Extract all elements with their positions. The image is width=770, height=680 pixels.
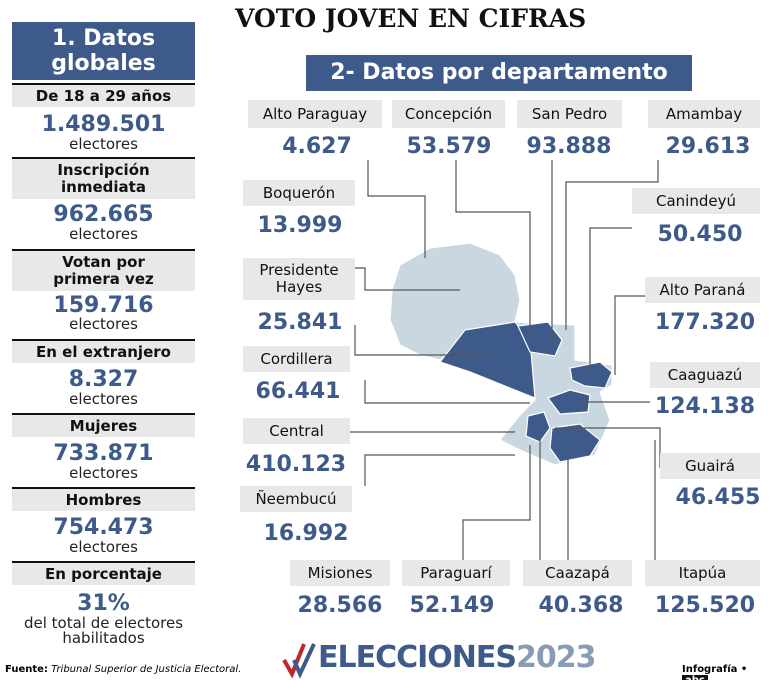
stat-label-box: Hombres: [12, 487, 195, 511]
department-label: Caazapá: [523, 560, 632, 586]
leader-line: [364, 454, 515, 486]
department-value: 53.579: [406, 134, 492, 159]
stat-unit: del total de electores habilitados: [23, 614, 184, 647]
stat-value: 159.716: [53, 293, 154, 318]
stat-label-box: Votan por primera vez: [12, 249, 195, 291]
department-value: 50.450: [657, 222, 743, 247]
department-label: Concepción: [392, 100, 505, 128]
department-label: Canindeyú: [632, 188, 760, 214]
stat-label-box: De 18 a 29 años: [12, 83, 195, 107]
stat-value: 733.871: [53, 441, 154, 466]
source-label: Fuente:: [5, 664, 48, 675]
department-label: Boquerón: [243, 180, 355, 206]
credit-text: Infografía •: [682, 664, 748, 675]
san-pedro-shape: [517, 321, 563, 357]
department-label: Alto Paraguay: [248, 100, 382, 128]
department-label: Paraguarí: [402, 560, 510, 586]
paraguay-map: [389, 242, 613, 466]
leader-line: [455, 160, 531, 330]
check-mark: [292, 643, 316, 679]
department-label: Alto Paraná: [645, 277, 760, 303]
department-value: 124.138: [654, 394, 756, 419]
department-label: Guairá: [660, 453, 760, 479]
leader-line: [565, 160, 659, 330]
title: VOTO JOVEN EN CIFRAS: [235, 4, 587, 33]
logo: abc: [682, 675, 708, 680]
check-mark: [282, 643, 306, 679]
stat-unit: electores: [69, 390, 138, 408]
brand-logo: [282, 643, 316, 679]
department-value: 4.627: [282, 134, 352, 159]
department-label: San Pedro: [517, 100, 622, 128]
department-value: 410.123: [245, 452, 347, 477]
source-text: Tribunal Superior de Justicia Electoral.: [51, 664, 242, 675]
stat-value: 8.327: [68, 367, 139, 392]
department-label: Central: [243, 418, 350, 444]
stat-unit: electores: [69, 135, 138, 153]
stat-label-box: Mujeres: [12, 413, 195, 437]
paraguari-shape: [525, 411, 551, 443]
department-label: Ñeembucú: [240, 486, 352, 512]
source: Fuente: Tribunal Superior de Justicia El…: [5, 664, 241, 675]
department-value: 40.368: [538, 593, 624, 618]
stat-value: 1.489.501: [41, 112, 166, 137]
global-heading: 1. Datos globales: [12, 22, 195, 80]
stat-unit: electores: [69, 538, 138, 556]
stat-unit: electores: [69, 315, 138, 333]
leader-line: [614, 295, 645, 375]
west-dark-department: [439, 321, 536, 399]
leader-line: [462, 445, 531, 560]
department-value: 16.992: [263, 521, 349, 546]
leader-line: [367, 160, 426, 258]
stat-label-box: En porcentaje: [12, 561, 195, 585]
stat-value: 962.665: [53, 202, 154, 227]
department-label: Misiones: [290, 560, 390, 586]
department-value: 52.149: [409, 593, 495, 618]
department-value: 177.320: [654, 310, 756, 335]
department-value: 28.566: [297, 593, 383, 618]
department-value: 29.613: [665, 134, 751, 159]
leader-line: [354, 325, 490, 356]
alto-parana-shape: [569, 361, 613, 389]
department-label: Amambay: [648, 100, 760, 128]
stat-label-box: En el extranjero: [12, 339, 195, 363]
brand-year: 2023: [516, 640, 596, 675]
leader-line: [355, 267, 460, 291]
stat-value: 754.473: [53, 515, 154, 540]
stat-value: 31%: [77, 591, 130, 616]
credit: Infografía • abc: [682, 664, 770, 680]
brand-name: ELECCIONES: [318, 640, 517, 675]
department-heading: 2- Datos por departamento: [306, 55, 692, 91]
department-value: 66.441: [255, 379, 341, 404]
caaguazu-shape: [547, 389, 591, 415]
leader-lines: [350, 160, 661, 560]
department-label: Itapúa: [645, 560, 760, 586]
caazapa-shape: [549, 423, 601, 463]
leader-line: [364, 380, 530, 404]
department-value: 46.455: [675, 485, 761, 510]
department-label: Presidente Hayes: [243, 258, 355, 300]
stat-unit: electores: [69, 225, 138, 243]
department-value: 25.841: [257, 310, 343, 335]
leader-line: [589, 227, 632, 372]
department-label: Caaguazú: [650, 362, 760, 388]
department-value: 125.520: [654, 593, 756, 618]
stat-label-box: Inscripción inmediata: [12, 157, 195, 199]
stat-unit: electores: [69, 464, 138, 482]
department-value: 93.888: [526, 134, 612, 159]
brand: ELECCIONES2023: [318, 640, 597, 675]
department-value: 13.999: [257, 213, 343, 238]
department-label: Cordillera: [243, 346, 350, 372]
